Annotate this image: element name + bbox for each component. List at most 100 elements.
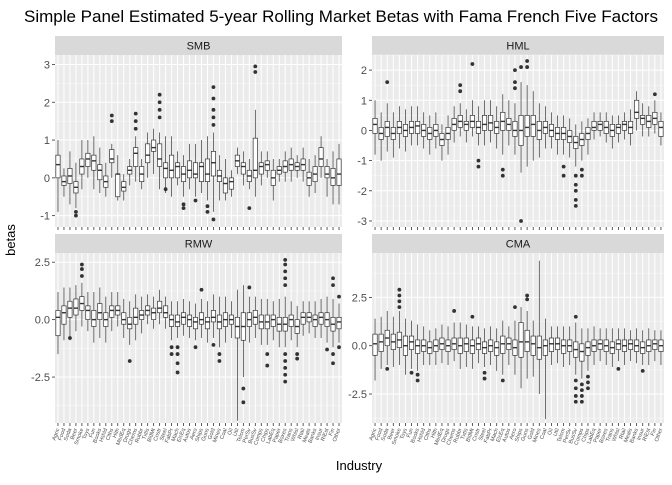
outlier-point xyxy=(525,293,530,298)
x-tick-label: Chips xyxy=(581,427,592,443)
outlier-point xyxy=(331,276,335,281)
outlier-point xyxy=(157,115,162,120)
x-tick-label: Beer xyxy=(387,427,397,440)
x-tick-label: Hlth xyxy=(112,428,121,439)
outlier-point xyxy=(211,217,216,222)
panel-background xyxy=(372,253,664,423)
strip-label-hml: HML xyxy=(506,41,529,53)
x-tick-label: Fin xyxy=(650,428,658,437)
x-tick-label: Hshld xyxy=(417,428,427,443)
facet-panels: SMB-10123HML-3-2-1012RMW-2.50.02.5AgricF… xyxy=(31,36,664,446)
box-telcm xyxy=(240,162,246,175)
outlier-point xyxy=(500,173,505,178)
outlier-point xyxy=(561,164,566,169)
box-oil xyxy=(228,177,234,190)
x-tick-label: Toys xyxy=(82,427,92,440)
outlier-point xyxy=(199,287,204,292)
y-tick-label: -2.5 xyxy=(31,372,50,384)
box-txtls xyxy=(463,121,469,131)
y-axis-title: betas xyxy=(3,224,18,256)
outlier-point xyxy=(470,314,475,319)
x-tick-label: Mines xyxy=(532,427,543,443)
outlier-point xyxy=(181,202,186,207)
outlier-point xyxy=(283,365,288,370)
outlier-point xyxy=(579,382,584,387)
box-clths xyxy=(109,305,115,318)
outlier-point xyxy=(205,209,210,214)
x-tick-label: Clths xyxy=(423,427,433,441)
box-chips xyxy=(264,160,270,171)
x-tick-label: Toys xyxy=(399,427,409,440)
x-tick-label: Meals xyxy=(623,427,634,443)
x-tick-label: Insur xyxy=(636,427,646,441)
box-elceq xyxy=(181,312,187,325)
x-tick-label: Rtail xyxy=(618,428,627,440)
outlier-point xyxy=(247,285,252,290)
box-insur xyxy=(640,115,646,125)
box-ships xyxy=(198,162,204,182)
box-agric xyxy=(55,310,61,337)
box-gold xyxy=(210,310,216,323)
box-elceq xyxy=(500,335,506,354)
outlier-point xyxy=(586,374,590,379)
outlier-point xyxy=(283,359,288,363)
outlier-point xyxy=(241,386,246,391)
box-soda xyxy=(384,121,390,137)
box-ships xyxy=(198,312,204,325)
outlier-point xyxy=(175,370,180,375)
x-tick-label: LabEq xyxy=(586,428,597,445)
strip-smb xyxy=(55,36,342,55)
x-tick-label: FabPr xyxy=(164,427,175,443)
x-tick-label: Drugs xyxy=(122,427,133,443)
box-books xyxy=(97,303,103,320)
box-txtls xyxy=(145,143,151,164)
box-comps xyxy=(258,162,264,175)
box-oil xyxy=(548,337,554,352)
box-chems xyxy=(133,307,139,325)
box-other xyxy=(658,121,664,137)
box-agric xyxy=(372,333,378,356)
box-steel xyxy=(482,115,488,131)
x-tick-label: Other xyxy=(654,427,664,442)
outlier-point xyxy=(586,386,590,391)
box-coal xyxy=(542,339,548,356)
outlier-point xyxy=(500,167,505,172)
outlier-point xyxy=(513,305,517,309)
x-tick-label: Books xyxy=(92,427,103,444)
outlier-point xyxy=(193,198,198,203)
x-tick-label: Agric xyxy=(368,427,378,441)
strip-cma xyxy=(372,234,664,253)
box-guns xyxy=(204,158,210,182)
box-trans xyxy=(288,314,294,327)
outlier-point xyxy=(80,267,84,271)
x-tick-label: Cnstr xyxy=(153,427,163,442)
panel-hml: HML -3 -2 -1 0 1 2 xyxy=(357,36,664,230)
outlier-point xyxy=(331,283,335,288)
outlier-point xyxy=(482,376,487,381)
x-tick-label: Whlsl xyxy=(612,428,622,443)
outlier-point xyxy=(217,352,222,356)
x-tick-label: Steel xyxy=(478,428,488,442)
x-tick-label: Trans xyxy=(284,427,294,442)
strip-label-smb: SMB xyxy=(187,41,211,53)
outlier-point xyxy=(295,356,300,361)
outlier-point xyxy=(525,59,530,63)
x-tick-label: Trans xyxy=(605,427,615,442)
outlier-point xyxy=(397,299,402,304)
box-paper xyxy=(597,121,603,131)
outlier-point xyxy=(579,394,584,398)
x-tick-label: Fun xyxy=(88,428,97,439)
outlier-point xyxy=(163,187,168,192)
outlier-point xyxy=(169,345,174,350)
outlier-point xyxy=(452,309,457,313)
outlier-point xyxy=(181,206,186,210)
box-steel xyxy=(163,305,169,318)
outlier-point xyxy=(283,352,288,356)
x-tick-label: BusSv xyxy=(248,427,259,444)
outlier-point xyxy=(482,370,487,375)
box-agric xyxy=(372,118,378,134)
y-tick-label: 1 xyxy=(361,95,367,107)
x-tick-label: LabEq xyxy=(266,428,277,445)
chart-title: Simple Panel Estimated 5-year Rolling Ma… xyxy=(24,7,658,26)
